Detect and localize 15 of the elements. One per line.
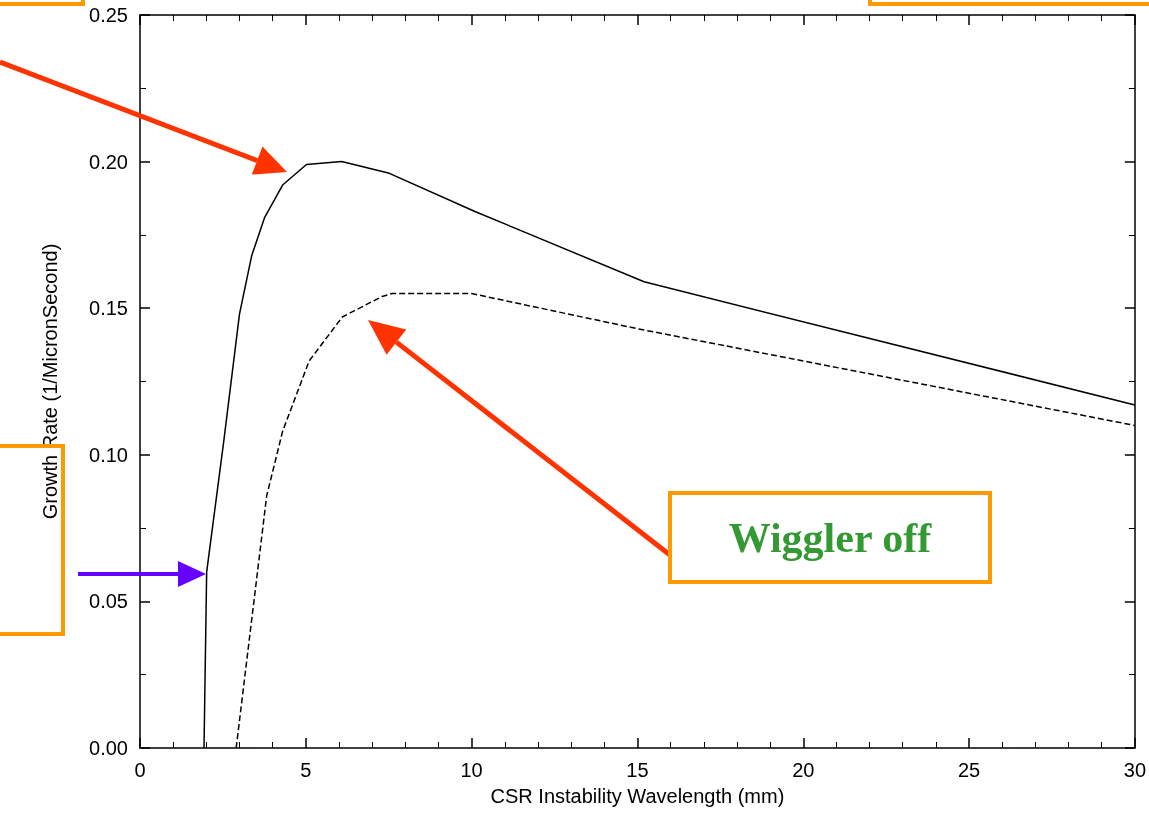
y-tick-label: 0.00 xyxy=(89,737,128,759)
y-tick-label: 0.20 xyxy=(89,150,128,173)
x-tick-label: 10 xyxy=(460,759,483,781)
y-tick-label: 0.05 xyxy=(89,590,128,613)
y-tick-label: 0.25 xyxy=(89,4,128,26)
x-axis-title: CSR Instability Wavelength (mm) xyxy=(490,785,785,807)
annotation: Wiggler off xyxy=(728,514,933,561)
x-tick-label: 25 xyxy=(957,759,981,781)
y-tick-label: 0.15 xyxy=(89,297,128,320)
y-tick-label: 0.10 xyxy=(89,443,128,466)
x-tick-label: 20 xyxy=(792,759,815,781)
x-tick-label: 15 xyxy=(626,759,649,781)
x-tick-label: 30 xyxy=(1123,759,1146,781)
x-tick-label: 0 xyxy=(134,759,146,781)
x-tick-label: 5 xyxy=(300,759,312,781)
